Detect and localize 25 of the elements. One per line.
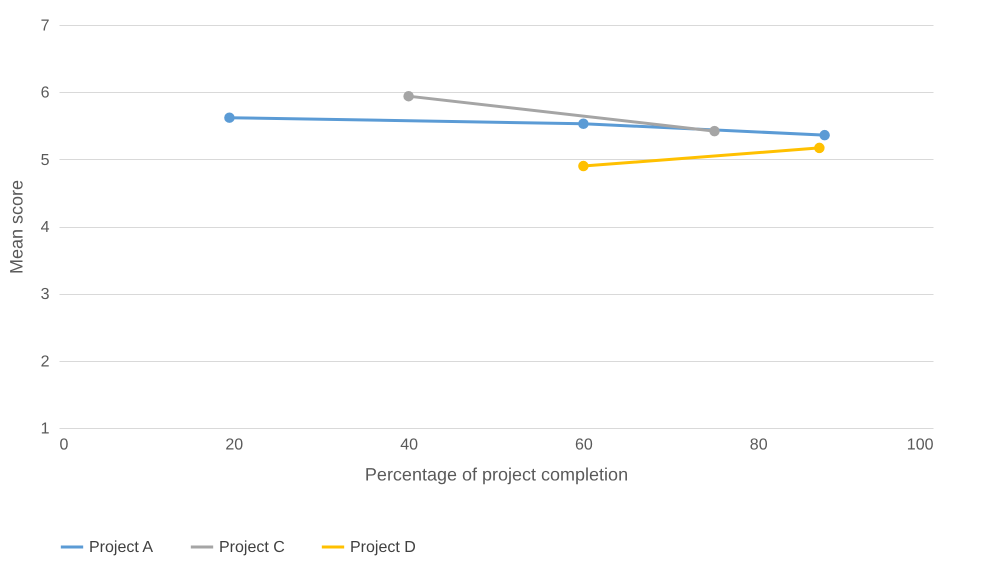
point — [578, 160, 589, 172]
legend-label: Project D — [350, 539, 416, 556]
y-tick-label: 7 — [40, 18, 50, 34]
y-tick-label: 2 — [40, 353, 50, 370]
x-tick-label: 40 — [400, 436, 418, 454]
point — [814, 142, 825, 154]
y-tick-label: 3 — [40, 286, 50, 304]
x-tick-label: 80 — [750, 436, 768, 454]
y-tick-label: 5 — [40, 152, 50, 169]
point — [709, 126, 720, 136]
x-tick-label: 20 — [225, 436, 244, 454]
x-tick-label: 60 — [575, 436, 593, 454]
point — [403, 90, 414, 102]
x-tick-label: 100 — [906, 436, 934, 454]
y-tick-label: 1 — [40, 420, 50, 438]
y-axis-title: Mean score — [6, 180, 27, 274]
y-tick-label: 4 — [40, 219, 50, 236]
legend-label: Project C — [219, 539, 285, 556]
y-tick-label: 6 — [40, 84, 50, 102]
point — [578, 118, 589, 129]
point — [819, 130, 830, 140]
x-tick-label: 0 — [60, 436, 68, 454]
point — [224, 112, 235, 123]
x-axis-title: Percentage of project completion — [364, 464, 628, 484]
legend-label: Project A — [89, 539, 154, 556]
